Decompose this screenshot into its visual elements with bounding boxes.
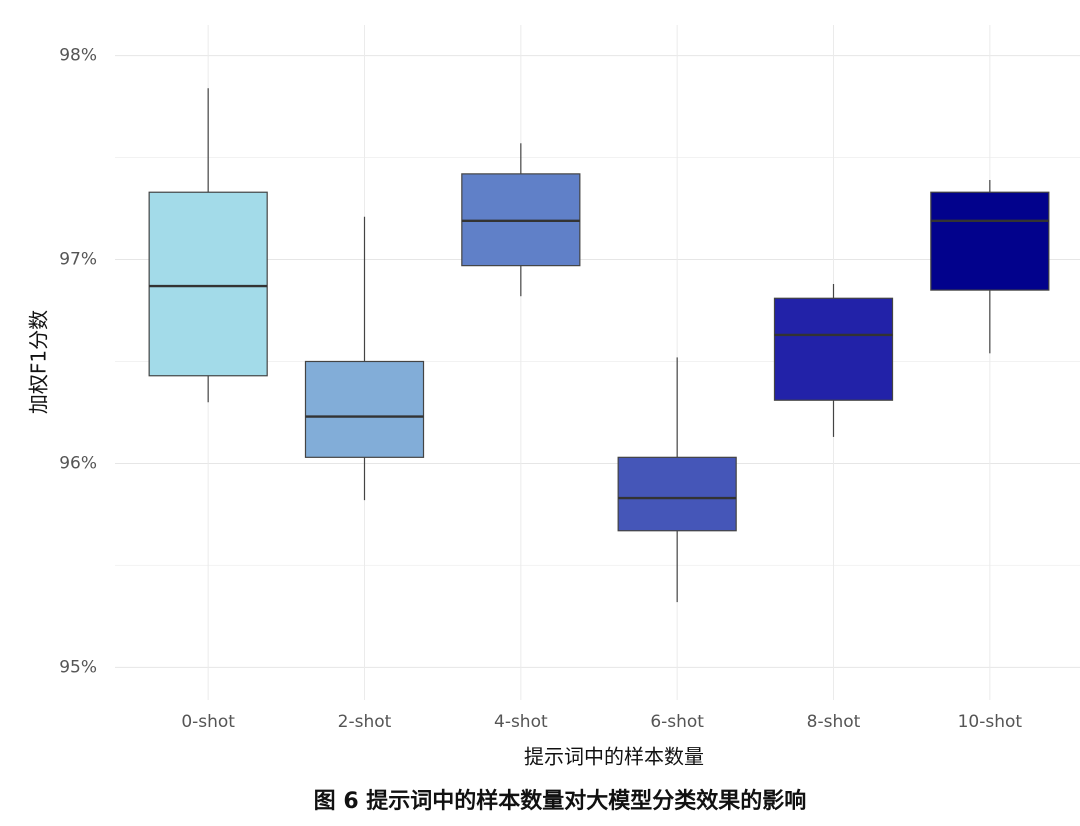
box xyxy=(773,297,894,401)
box xyxy=(930,191,1050,291)
caption: 图 6 提示词中的样本数量对大模型分类效果的影响 xyxy=(314,788,807,814)
x-tick-label: 8-shot xyxy=(807,712,861,732)
box xyxy=(148,191,268,377)
y-axis-title: 加权F1分数 xyxy=(27,310,51,414)
y-tick-label: 95% xyxy=(59,657,97,677)
x-tick-label: 4-shot xyxy=(494,712,548,732)
box xyxy=(304,360,425,458)
x-tick-label: 0-shot xyxy=(181,712,235,732)
x-tick-label: 10-shot xyxy=(958,712,1023,732)
y-tick-label: 98% xyxy=(59,46,97,66)
x-tick-label: 6-shot xyxy=(650,712,704,732)
x-tick-label: 2-shot xyxy=(338,712,392,732)
x-axis-title: 提示词中的样本数量 xyxy=(524,745,704,769)
y-tick-label: 97% xyxy=(59,250,97,270)
y-tick-label: 96% xyxy=(59,453,97,473)
box xyxy=(617,456,737,532)
